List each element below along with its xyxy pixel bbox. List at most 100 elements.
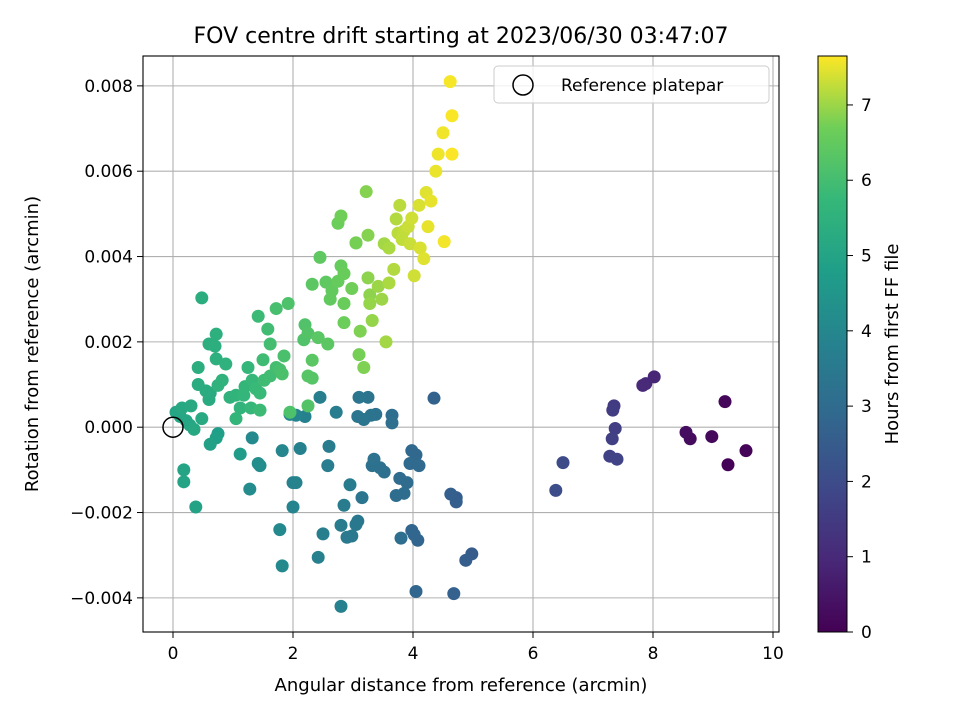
- colorbar-tick-label: 4: [861, 322, 872, 342]
- data-point: [283, 405, 297, 419]
- data-point: [389, 488, 403, 502]
- x-tick-label: 0: [168, 644, 179, 664]
- reference-marker: [162, 416, 184, 438]
- data-point: [261, 322, 275, 336]
- data-point: [375, 292, 389, 306]
- data-point: [289, 476, 303, 490]
- data-point: [177, 475, 191, 489]
- data-point: [349, 517, 363, 531]
- data-point: [301, 326, 315, 340]
- data-point: [424, 194, 438, 208]
- data-point: [195, 291, 209, 305]
- data-point: [233, 401, 247, 415]
- data-point: [605, 432, 619, 446]
- y-axis-label: Rotation from reference (arcmin): [22, 196, 43, 492]
- data-point: [610, 452, 624, 466]
- data-point: [679, 425, 693, 439]
- data-point: [184, 399, 198, 413]
- data-point: [447, 587, 461, 601]
- data-point: [407, 269, 421, 283]
- data-point: [334, 209, 348, 223]
- data-point: [379, 335, 393, 349]
- data-point: [253, 386, 267, 400]
- data-point: [337, 296, 351, 310]
- data-point: [349, 236, 363, 250]
- data-point: [367, 452, 381, 466]
- data-point: [337, 316, 351, 330]
- data-point: [237, 388, 251, 402]
- data-point: [608, 421, 622, 435]
- data-point: [417, 252, 431, 266]
- data-point: [229, 412, 243, 426]
- data-point: [382, 276, 396, 290]
- data-point: [407, 528, 421, 542]
- x-tick-label: 8: [648, 644, 659, 664]
- data-point: [277, 349, 291, 363]
- data-point: [316, 527, 330, 541]
- data-point: [444, 487, 458, 501]
- data-point: [209, 327, 223, 341]
- data-point: [352, 390, 366, 404]
- data-point: [385, 416, 399, 430]
- data-point: [436, 126, 450, 140]
- data-point: [409, 584, 423, 598]
- data-points: [169, 75, 753, 613]
- data-point: [394, 531, 408, 545]
- colorbar-ticks: 0 1 2 3 4 5 6 7: [847, 96, 872, 643]
- colorbar-tick-label: 3: [861, 397, 872, 417]
- data-point: [269, 302, 283, 316]
- data-point: [275, 367, 289, 381]
- x-tick-label: 2: [288, 644, 299, 664]
- data-point: [459, 553, 473, 567]
- data-point: [243, 482, 257, 496]
- data-point: [636, 378, 650, 392]
- y-tick-label: 0.002: [84, 333, 133, 353]
- data-point: [263, 337, 277, 351]
- data-point: [351, 410, 365, 424]
- data-point: [321, 459, 335, 473]
- data-point: [322, 439, 336, 453]
- data-point: [405, 211, 419, 225]
- data-point: [191, 378, 205, 392]
- data-point: [387, 262, 401, 276]
- data-point: [251, 309, 265, 323]
- data-point: [177, 463, 191, 477]
- data-point: [361, 390, 375, 404]
- x-axis-label: Angular distance from reference (arcmin): [275, 675, 648, 696]
- data-point: [353, 324, 367, 338]
- data-point: [705, 430, 719, 444]
- data-point: [233, 447, 247, 461]
- x-tick-label: 10: [762, 644, 784, 664]
- data-point: [393, 198, 407, 212]
- data-point: [437, 235, 451, 249]
- data-point: [345, 282, 359, 296]
- data-point: [208, 339, 222, 353]
- x-axis-ticks: 0 2 4 6 8 10: [168, 632, 784, 664]
- data-point: [361, 271, 375, 285]
- data-point: [431, 147, 445, 161]
- data-point: [334, 599, 348, 613]
- colorbar: [817, 55, 848, 633]
- data-point: [313, 390, 327, 404]
- legend-box: [493, 65, 770, 104]
- data-point: [429, 164, 443, 178]
- y-tick-label: 0.000: [84, 418, 133, 438]
- data-point: [340, 530, 354, 544]
- legend-reference-marker: [512, 74, 534, 96]
- data-point: [191, 360, 205, 374]
- data-point: [739, 444, 753, 458]
- data-point: [209, 352, 223, 366]
- data-point: [195, 412, 209, 426]
- y-tick-label: 0.008: [84, 77, 133, 97]
- data-point: [718, 395, 732, 409]
- data-point: [301, 399, 315, 413]
- data-point: [245, 431, 259, 445]
- data-point: [363, 296, 377, 310]
- x-tick-label: 4: [408, 644, 419, 664]
- data-point: [556, 456, 570, 470]
- data-point: [365, 314, 379, 328]
- data-point: [337, 267, 351, 281]
- colorbar-tick-label: 0: [861, 623, 872, 643]
- data-point: [311, 550, 325, 564]
- data-point: [361, 228, 375, 242]
